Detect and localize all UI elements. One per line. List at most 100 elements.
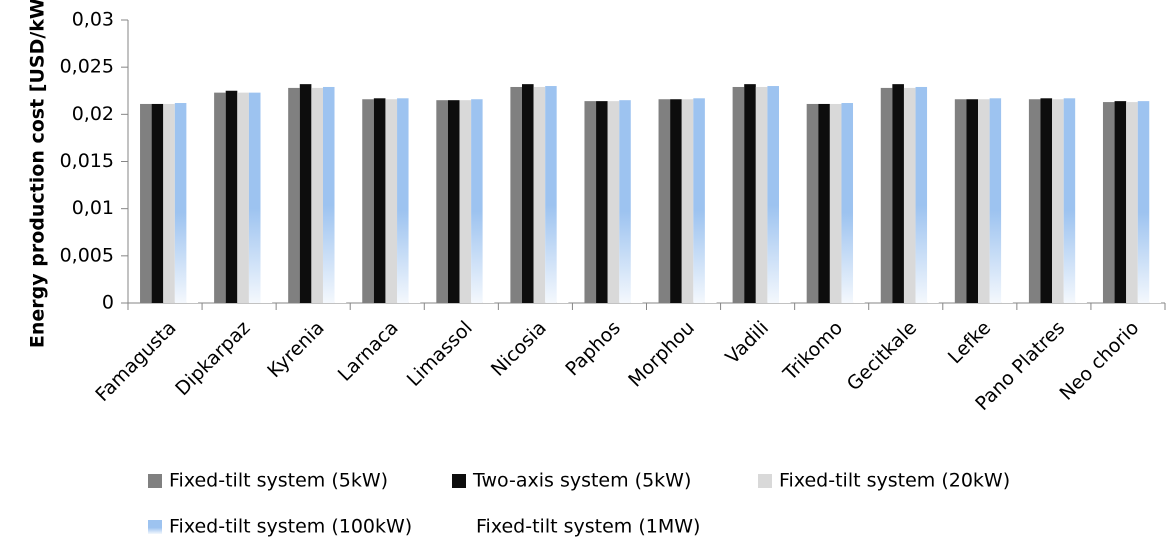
- bar: [630, 100, 643, 303]
- legend-label: Fixed-tilt system (100kW): [169, 516, 412, 538]
- bar: [989, 98, 1002, 304]
- bar: [806, 103, 819, 303]
- bar: [978, 99, 990, 304]
- bar: [1126, 102, 1138, 303]
- bar: [915, 86, 928, 303]
- bar: [670, 99, 682, 304]
- legend-label: Two-axis system (5kW): [472, 470, 691, 492]
- bar: [237, 92, 249, 304]
- bar: [853, 103, 865, 303]
- bar: [779, 86, 791, 304]
- x-tick-label: Vadili: [721, 317, 773, 369]
- x-tick-label: Famagusta: [91, 317, 180, 406]
- bar: [732, 86, 745, 303]
- bar: [880, 87, 893, 303]
- bar: [322, 86, 335, 303]
- bar: [892, 84, 904, 303]
- bar: [1149, 101, 1161, 303]
- y-tick-label: 0,01: [72, 197, 114, 219]
- legend-swatch: [148, 474, 162, 488]
- bar: [1028, 99, 1041, 304]
- x-tick-label: Limassol: [403, 317, 477, 391]
- y-axis-title: Energy production cost [USD/kWh]: [27, 0, 49, 348]
- x-tick-label: Gecitkale: [843, 317, 921, 395]
- bar: [151, 103, 164, 303]
- bar: [903, 87, 916, 303]
- bar: [373, 98, 386, 304]
- bar: [584, 101, 597, 303]
- bar: [214, 92, 226, 304]
- bar: [248, 92, 261, 304]
- bar: [1040, 98, 1053, 304]
- legend-label: Fixed-tilt system (5kW): [169, 470, 388, 492]
- x-tick-label: Paphos: [561, 317, 625, 381]
- bar: [299, 84, 312, 303]
- bar: [1137, 101, 1150, 303]
- bar: [362, 99, 374, 304]
- x-tick-label: Trikomo: [779, 317, 848, 386]
- bar: [818, 103, 830, 303]
- legend-label: Fixed-tilt system (1MW): [476, 516, 700, 538]
- x-tick-label: Dipkarpaz: [171, 317, 254, 400]
- bar: [163, 103, 175, 303]
- bar: [1114, 101, 1127, 303]
- bar: [482, 99, 495, 304]
- bar: [681, 99, 694, 304]
- x-tick-label: Nicosia: [487, 317, 551, 381]
- bar: [1075, 98, 1087, 304]
- bar: [174, 103, 187, 303]
- bar: [260, 92, 273, 304]
- bar: [288, 87, 300, 303]
- bar: [927, 86, 939, 303]
- bar: [447, 100, 460, 303]
- bar: [140, 103, 152, 303]
- x-tick-label: Lefke: [944, 317, 995, 368]
- bar: [619, 100, 631, 303]
- y-tick-label: 0,025: [60, 56, 114, 78]
- bar: [459, 100, 472, 303]
- bar: [408, 98, 421, 304]
- legend-swatch: [455, 520, 469, 534]
- bar: [841, 103, 854, 303]
- y-tick-label: 0,02: [72, 103, 114, 125]
- x-tick-label: Morphou: [624, 317, 699, 392]
- legend-label: Fixed-tilt system (20kW): [779, 470, 1010, 492]
- bar: [755, 86, 768, 303]
- bar: [556, 86, 569, 304]
- bar: [510, 86, 522, 303]
- bar: [954, 99, 967, 304]
- bar: [225, 90, 238, 303]
- bar: [521, 84, 534, 303]
- bar: [658, 99, 671, 304]
- bar: [397, 98, 409, 304]
- bar: [385, 99, 398, 304]
- x-tick-label: Kyrenia: [263, 317, 328, 382]
- bar: [1052, 99, 1064, 304]
- bar: [607, 101, 620, 303]
- bar: [966, 99, 979, 304]
- bar: [744, 84, 756, 303]
- legend-swatch: [758, 474, 772, 488]
- bar: [767, 86, 780, 304]
- bar: [1102, 102, 1115, 303]
- legend-swatch: [148, 520, 162, 534]
- bar: [334, 86, 347, 303]
- bar: [1001, 98, 1013, 304]
- y-tick-label: 0,005: [60, 244, 114, 266]
- bar: [545, 86, 557, 304]
- bar: [1063, 98, 1076, 304]
- bar: [693, 98, 705, 304]
- bar: [829, 103, 842, 303]
- bar: [311, 87, 323, 303]
- x-tick-label: Neo chorio: [1055, 317, 1143, 405]
- bar: [533, 86, 546, 303]
- bar: [596, 101, 608, 303]
- y-tick-label: 0,03: [72, 9, 114, 31]
- y-tick-label: 0,015: [60, 150, 114, 172]
- x-tick-label: Larnaca: [334, 317, 403, 386]
- bar: [704, 98, 717, 304]
- bar: [436, 100, 448, 303]
- legend-swatch: [452, 474, 466, 488]
- y-tick-label: 0: [102, 292, 114, 314]
